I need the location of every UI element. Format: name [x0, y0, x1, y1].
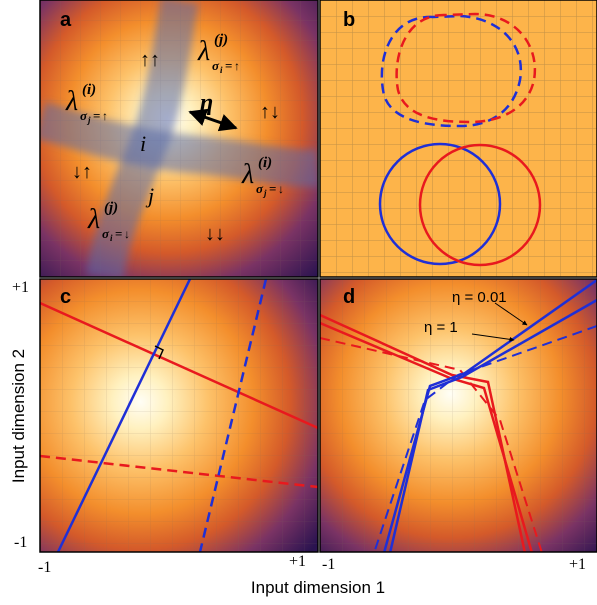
lambda-j-down: λ (j) σ i = ↓ — [87, 200, 130, 243]
spin-down-up: ↓↑ — [72, 161, 92, 183]
lambda-i-up: λ (i) σ j = ↑ — [65, 82, 108, 125]
panel-d: d η = 0.01 η = 1 — [319, 278, 597, 553]
panel-b-grid — [320, 0, 597, 277]
spin-up-up: ↑↑ — [140, 49, 160, 71]
panel-c: c — [39, 278, 319, 553]
red-dashed-kinked-line — [320, 337, 543, 552]
eta-label: η — [200, 90, 213, 116]
svg-text:σ: σ — [102, 226, 110, 241]
svg-text:σ: σ — [212, 58, 220, 73]
d-x-min-tick: -1 — [322, 556, 335, 573]
panel-a: a ↑↑ ↑↓ ↓↑ ↓↓ λ (j) σ i = ↑ λ (i) σ j = … — [39, 0, 319, 278]
panel-c-label: c — [60, 286, 71, 308]
c-x-max-tick: +1 — [289, 553, 306, 570]
band-j-boundary — [40, 101, 318, 188]
svg-text:=: = — [93, 108, 100, 123]
panel-a-label: a — [60, 9, 72, 31]
svg-text:(j): (j) — [214, 32, 228, 48]
blue-dashed-kinked-line — [373, 325, 597, 552]
eta-small-annotation: η = 0.01 — [452, 289, 507, 306]
eta-large-pointer — [471, 333, 515, 342]
svg-text:(j): (j) — [104, 200, 118, 216]
red-solid-line — [40, 301, 318, 430]
svg-text:j: j — [86, 115, 91, 125]
panel-b: b — [319, 0, 597, 278]
svg-text:↑: ↑ — [102, 109, 108, 123]
blue-dashed-loop — [380, 14, 523, 128]
svg-text:σ: σ — [80, 108, 88, 123]
blue-kinked-line-2 — [388, 298, 597, 552]
svg-text:↓: ↓ — [278, 182, 284, 196]
spin-up-down: ↑↓ — [260, 101, 280, 123]
svg-text:=: = — [269, 181, 276, 196]
panel-a-bands — [40, 0, 318, 277]
eta-large-annotation: η = 1 — [424, 319, 458, 336]
svg-text:↓: ↓ — [124, 227, 130, 241]
eta-double-arrow — [188, 108, 238, 132]
d-x-max-tick: +1 — [569, 556, 586, 573]
svg-text:j: j — [262, 188, 267, 198]
panel-a-frame — [39, 0, 319, 278]
neuron-j-label: j — [145, 183, 154, 208]
neuron-i-label: i — [140, 131, 146, 156]
lambda-j-up: λ (j) σ i = ↑ — [197, 32, 240, 75]
eta-small-pointer — [494, 302, 528, 326]
c-x-min-tick: -1 — [38, 559, 51, 576]
y-max-tick: +1 — [12, 279, 29, 296]
blue-kinked-line-1 — [382, 279, 597, 552]
panel-b-label: b — [343, 9, 355, 31]
panel-d-grid — [320, 279, 597, 552]
svg-text:λ: λ — [87, 204, 100, 235]
right-angle-marker — [154, 345, 164, 360]
svg-text:i: i — [110, 233, 113, 243]
panel-d-label: d — [343, 286, 355, 308]
svg-text:σ: σ — [256, 181, 264, 196]
panel-d-frame — [319, 278, 597, 553]
y-axis-label: Input dimension 2 — [9, 349, 28, 483]
blue-solid-line — [56, 279, 192, 552]
svg-text:(i): (i) — [258, 155, 272, 171]
red-dashed-line — [40, 454, 318, 489]
svg-text:=: = — [225, 58, 232, 73]
svg-text:λ: λ — [65, 86, 78, 117]
svg-text:=: = — [115, 226, 122, 241]
lambda-i-down: λ (i) σ j = ↓ — [241, 155, 284, 198]
svg-text:λ: λ — [197, 36, 210, 67]
panel-c-frame — [39, 278, 319, 553]
red-dashed-loop — [395, 12, 537, 124]
blue-circle — [378, 142, 502, 266]
svg-text:(i): (i) — [82, 82, 96, 98]
y-min-tick: -1 — [14, 534, 27, 551]
panel-b-frame — [319, 0, 597, 278]
red-kinked-line-2 — [320, 321, 534, 552]
svg-text:i: i — [220, 65, 223, 75]
red-circle — [418, 143, 542, 267]
x-axis-label: Input dimension 1 — [251, 578, 385, 597]
spin-down-down: ↓↓ — [205, 223, 225, 245]
svg-text:λ: λ — [241, 159, 254, 190]
svg-text:↑: ↑ — [234, 59, 240, 73]
panel-c-grid — [40, 279, 318, 552]
